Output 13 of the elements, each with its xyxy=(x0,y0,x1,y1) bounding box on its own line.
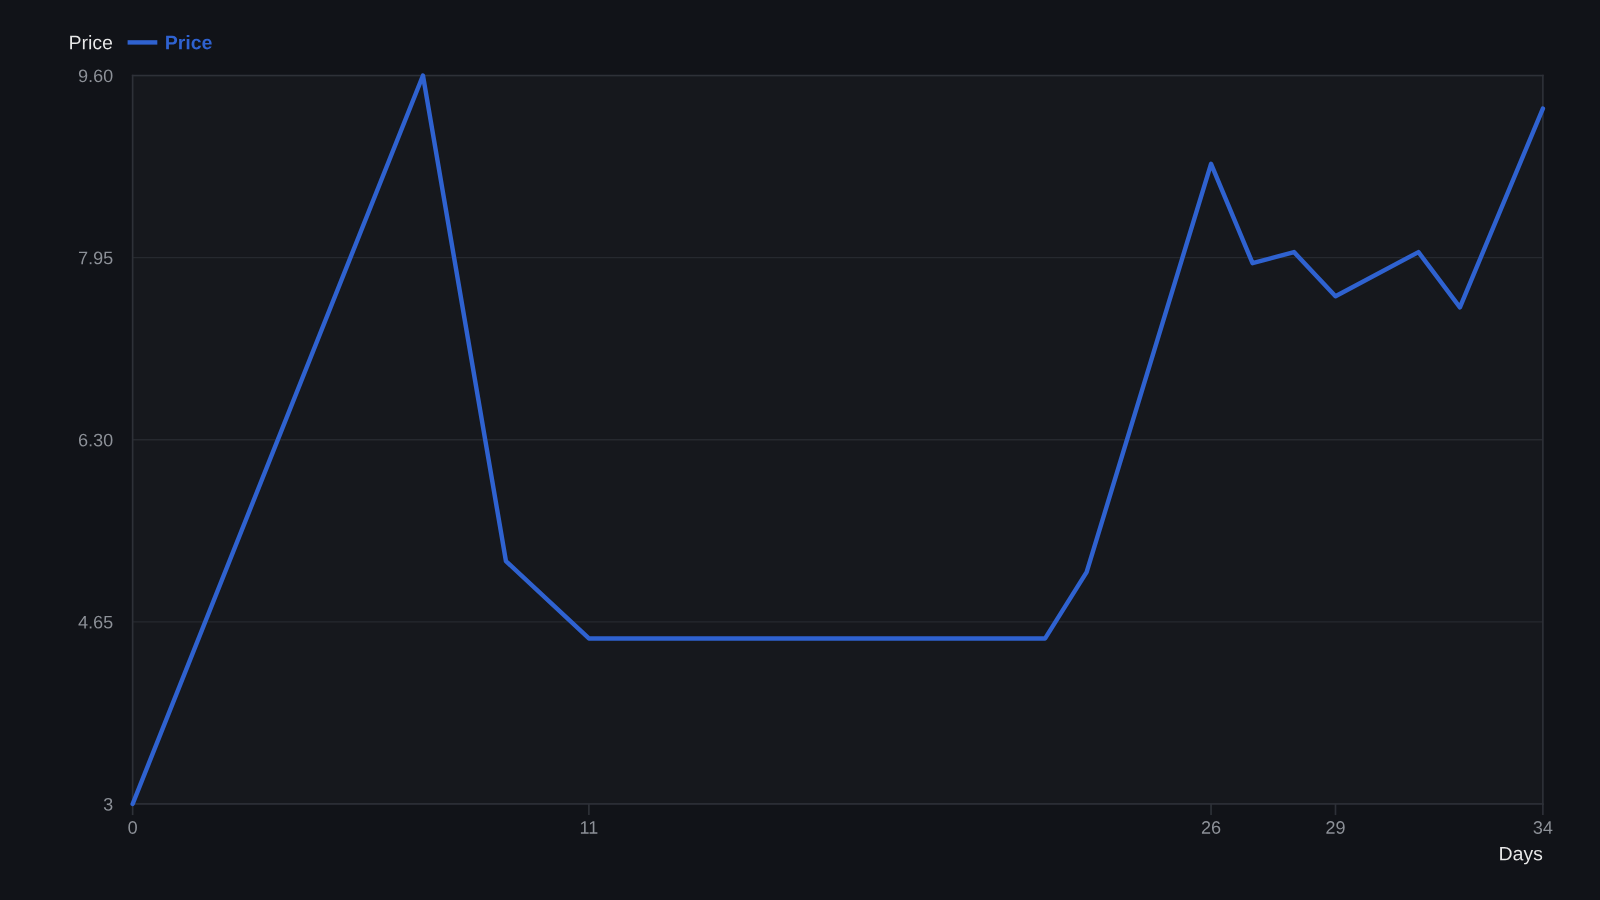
x-tick-label: 11 xyxy=(580,821,598,834)
y-tick-label: 4.65 xyxy=(78,615,113,629)
x-tick-label: 0 xyxy=(128,821,137,834)
x-axis-title: Days xyxy=(1500,846,1543,865)
y-axis-title: Price xyxy=(70,35,113,50)
y-tick-label: 6.30 xyxy=(78,433,113,447)
legend-label: Price xyxy=(166,35,212,50)
x-tick-label: 29 xyxy=(1326,821,1345,834)
x-tick-label: 34 xyxy=(1533,821,1553,834)
y-tick-label: 3 xyxy=(103,797,113,811)
x-tick-label: 26 xyxy=(1201,821,1221,834)
y-tick-label: 9.60 xyxy=(78,69,113,83)
y-tick-label: 7.95 xyxy=(78,251,113,265)
